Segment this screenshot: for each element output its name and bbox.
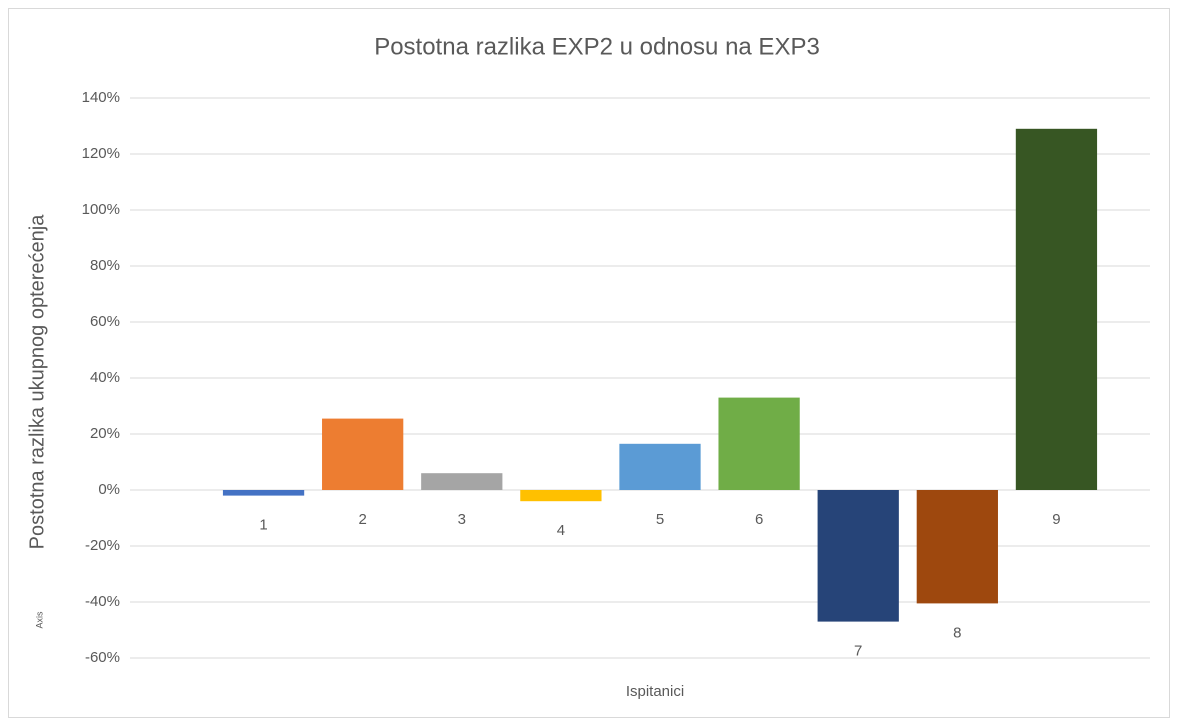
x-axis-title: Ispitanici	[626, 683, 684, 700]
y-tick-label: 60%	[90, 313, 120, 330]
x-tick-label: 9	[1052, 511, 1060, 528]
y-tick-label: -20%	[85, 537, 120, 554]
y-tick-label: -60%	[85, 649, 120, 666]
x-tick-label: 4	[557, 522, 565, 539]
x-tick-label: 6	[755, 511, 763, 528]
y-tick-label: 0%	[98, 481, 120, 498]
bar	[520, 490, 602, 502]
y-tick-label: -40%	[85, 593, 120, 610]
bar	[916, 490, 998, 604]
bar	[718, 397, 800, 490]
y-tick-label: 120%	[82, 145, 120, 162]
chart-border	[8, 8, 1170, 718]
x-tick-label: 3	[458, 511, 466, 528]
bar	[1015, 128, 1098, 491]
chart-title: Postotna razlika EXP2 u odnosu na EXP3	[374, 33, 820, 60]
x-tick-label: 2	[358, 511, 366, 528]
x-tick-label: 7	[854, 643, 862, 660]
y-axis-title: Postotna razlika ukupnog opterećenja	[26, 214, 48, 550]
x-tick-label: 5	[656, 511, 664, 528]
y-tick-label: 20%	[90, 425, 120, 442]
x-tick-label: 1	[259, 517, 267, 534]
bar	[817, 490, 899, 622]
y-tick-label: 140%	[82, 89, 120, 106]
bar	[222, 490, 305, 496]
bar	[322, 418, 404, 490]
y-tick-label: 100%	[82, 201, 120, 218]
y-tick-label: 80%	[90, 257, 120, 274]
x-tick-label: 8	[953, 624, 961, 641]
bar	[619, 443, 701, 490]
bar	[421, 473, 503, 490]
y-tick-label: 40%	[90, 369, 120, 386]
y-axis-title-prefix: Axis	[34, 611, 44, 629]
